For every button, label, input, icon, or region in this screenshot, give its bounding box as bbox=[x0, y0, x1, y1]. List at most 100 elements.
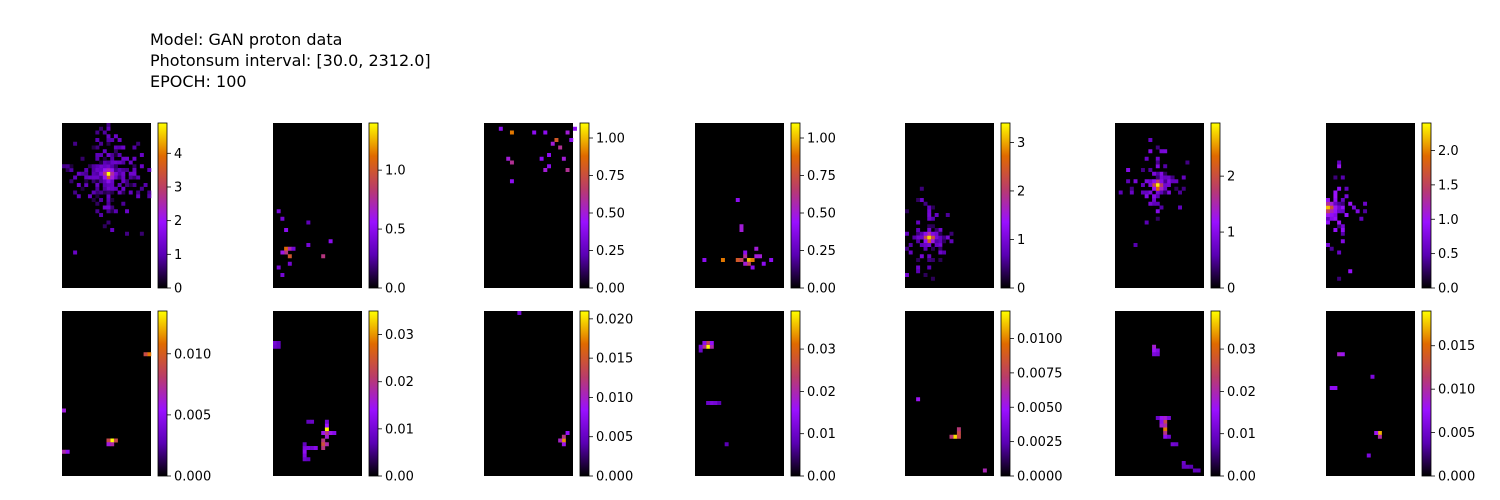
heatmap-cell bbox=[1189, 464, 1194, 469]
heatmap-cell bbox=[1340, 231, 1345, 236]
heatmap-cell bbox=[143, 183, 148, 187]
heatmap-cell bbox=[302, 457, 307, 462]
panel-background bbox=[484, 311, 573, 476]
heatmap-cell bbox=[927, 258, 932, 262]
heatmap-cell bbox=[110, 156, 115, 161]
heatmap-cell bbox=[1144, 156, 1149, 161]
heatmap-cell bbox=[324, 427, 329, 432]
colorbar bbox=[791, 311, 800, 476]
heatmap-cell bbox=[547, 153, 551, 157]
heatmap-cell bbox=[1159, 190, 1164, 195]
heatmap-cell bbox=[938, 250, 943, 255]
heatmap-cell bbox=[117, 171, 122, 176]
heatmap-cell bbox=[117, 145, 122, 150]
heatmap-cell bbox=[73, 141, 78, 146]
heatmap-cell bbox=[102, 164, 107, 169]
heatmap-cell bbox=[1333, 175, 1338, 180]
heatmap-cell bbox=[1159, 423, 1164, 428]
heatmap-cell bbox=[95, 164, 100, 169]
heatmap-cell bbox=[1340, 175, 1345, 180]
heatmap-cell bbox=[956, 431, 961, 435]
heatmap-cell bbox=[713, 401, 718, 405]
heatmap-cell bbox=[1181, 464, 1186, 469]
heatmap-cell bbox=[750, 265, 755, 270]
heatmap-cell bbox=[125, 183, 129, 187]
heatmap-cell bbox=[938, 228, 943, 232]
colorbar bbox=[369, 311, 378, 476]
colorbar-tick-label: 0.01 bbox=[1227, 427, 1256, 442]
colorbar-tick-label: 0.00 bbox=[1227, 470, 1256, 485]
heatmap-cell bbox=[735, 258, 740, 262]
heatmap-cell bbox=[919, 235, 924, 240]
heatmap-cell bbox=[302, 446, 307, 450]
colorbar bbox=[1211, 311, 1220, 476]
heatmap-cell bbox=[136, 175, 141, 180]
heatmap-cell bbox=[95, 145, 100, 150]
heatmap-cell bbox=[302, 453, 307, 458]
heatmap-cell bbox=[121, 175, 126, 180]
heatmap-cell bbox=[1155, 209, 1160, 214]
heatmap-cell bbox=[916, 265, 921, 270]
heatmap-cell bbox=[106, 198, 111, 202]
heatmap-cell bbox=[938, 231, 943, 236]
colorbar-tick-label: 1.0 bbox=[1438, 213, 1459, 228]
heatmap-cell bbox=[1337, 186, 1342, 191]
colorbar-tick-label: 2 bbox=[1227, 170, 1235, 185]
heatmap-cell bbox=[113, 168, 118, 172]
heatmap-cell bbox=[128, 190, 133, 195]
heatmap-cell bbox=[1174, 442, 1179, 447]
heatmap-cell bbox=[328, 431, 333, 435]
heatmap-cell bbox=[509, 179, 514, 184]
colorbar bbox=[1001, 123, 1010, 288]
colorbar-tick-label: 0.50 bbox=[596, 207, 625, 222]
heatmap-cell bbox=[949, 434, 954, 439]
heatmap-cell bbox=[95, 209, 100, 214]
heatmap-cell bbox=[498, 126, 503, 131]
heatmap-cell bbox=[1163, 434, 1168, 439]
heatmap-cell bbox=[321, 446, 326, 450]
colorbar-tick-label: 0.00 bbox=[807, 470, 836, 485]
heatmap-cell bbox=[121, 186, 126, 191]
colorbar-frame bbox=[157, 122, 168, 289]
heatmap-cell bbox=[106, 179, 111, 184]
heatmap-cell bbox=[136, 190, 141, 195]
heatmap-cell bbox=[1163, 431, 1168, 435]
heatmap-cell bbox=[113, 171, 118, 176]
heatmap-cell bbox=[110, 442, 115, 447]
heatmap-cell bbox=[1359, 216, 1364, 221]
heatmap-cell bbox=[62, 408, 66, 413]
heatmap-cell bbox=[73, 250, 78, 255]
heatmap-cell bbox=[1152, 348, 1157, 353]
heatmap-cell bbox=[102, 149, 107, 154]
heatmap-cell bbox=[1340, 205, 1345, 210]
heatmap-cell bbox=[743, 250, 748, 255]
colorbar bbox=[791, 123, 800, 288]
heatmap-cell bbox=[121, 156, 126, 161]
heatmap-cell bbox=[273, 344, 277, 349]
heatmap-cell bbox=[927, 243, 932, 247]
heatmap-cell bbox=[938, 246, 943, 251]
colorbar bbox=[580, 123, 589, 288]
heatmap-cell bbox=[117, 175, 122, 180]
heatmap-cell bbox=[1159, 186, 1164, 191]
heatmap-cell bbox=[1333, 190, 1338, 195]
heatmap-cell bbox=[1155, 201, 1160, 206]
colorbar-tick-label: 0.015 bbox=[1438, 339, 1475, 354]
colorbar-tick-label: 4 bbox=[174, 147, 182, 162]
colorbar-tick-label: 0.02 bbox=[1227, 385, 1256, 400]
colorbar-frame bbox=[368, 310, 379, 477]
heatmap-cell bbox=[916, 258, 921, 262]
heatmap-cell bbox=[1163, 190, 1168, 195]
heatmap-cell bbox=[698, 348, 703, 353]
panel-background bbox=[1326, 311, 1415, 476]
heatmap-cell bbox=[324, 431, 329, 435]
heatmap-cell bbox=[113, 164, 118, 169]
colorbar-tick-label: 0.01 bbox=[807, 427, 836, 442]
colorbar-tick-label: 0.010 bbox=[1438, 383, 1475, 398]
heatmap-cell bbox=[1148, 201, 1153, 206]
colorbar-tick-label: 0 bbox=[1017, 282, 1025, 297]
heatmap-cell bbox=[1333, 209, 1338, 214]
heatmap-cell bbox=[1344, 186, 1349, 191]
heatmap-cell bbox=[1129, 190, 1134, 195]
heatmap-cell bbox=[916, 397, 921, 402]
